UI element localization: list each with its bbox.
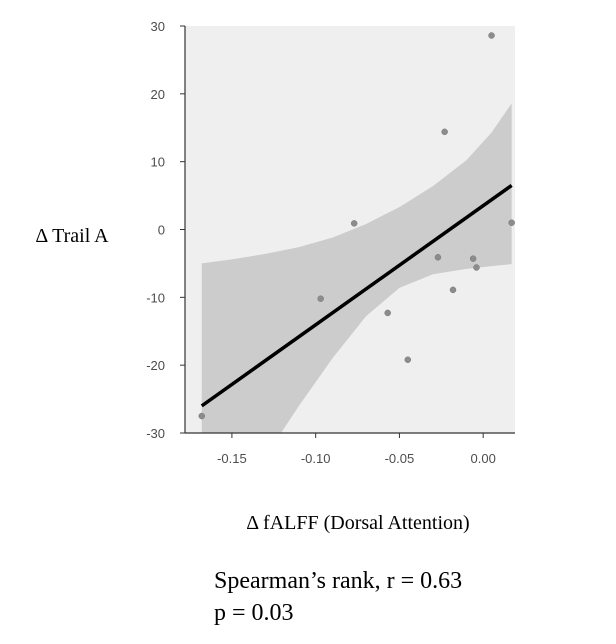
data-point — [404, 356, 412, 363]
data-point — [384, 309, 391, 317]
y-tick-label: 30 — [151, 19, 165, 34]
x-axis-title: Δ fALFF (Dorsal Attention) — [246, 512, 469, 534]
data-point — [198, 412, 206, 420]
y-tick-label: -10 — [146, 290, 165, 305]
stats-spearman-text: Spearman’s rank, r = 0.63 — [214, 568, 463, 594]
y-tick-label: -20 — [146, 358, 165, 373]
data-point — [473, 264, 480, 271]
y-axis-title: Δ Trail A — [35, 225, 109, 247]
scatter-plot: -0.15 -0.10 -0.05 0.00 -30 -20 -10 0 10 20 30 Δ T… — [35, 19, 515, 534]
y-tick-label: 0 — [158, 223, 165, 238]
x-tick-label: -0.05 — [385, 451, 415, 466]
data-point — [508, 219, 515, 226]
data-point — [317, 295, 324, 302]
y-tick-label: 20 — [151, 87, 165, 102]
y-tick-label: -30 — [146, 426, 165, 441]
stats-p-value-text: p = 0.03 — [214, 600, 294, 626]
x-tick-label: 0.00 — [471, 451, 496, 466]
x-tick-label: -0.10 — [301, 451, 331, 466]
data-point — [441, 128, 448, 136]
data-point — [434, 254, 442, 261]
data-point — [449, 286, 457, 294]
data-point — [488, 32, 495, 39]
data-point — [350, 220, 358, 227]
regression-line — [200, 183, 513, 408]
y-tick-label: 10 — [151, 155, 165, 170]
data-point — [469, 255, 477, 262]
x-tick-label: -0.15 — [217, 451, 247, 466]
